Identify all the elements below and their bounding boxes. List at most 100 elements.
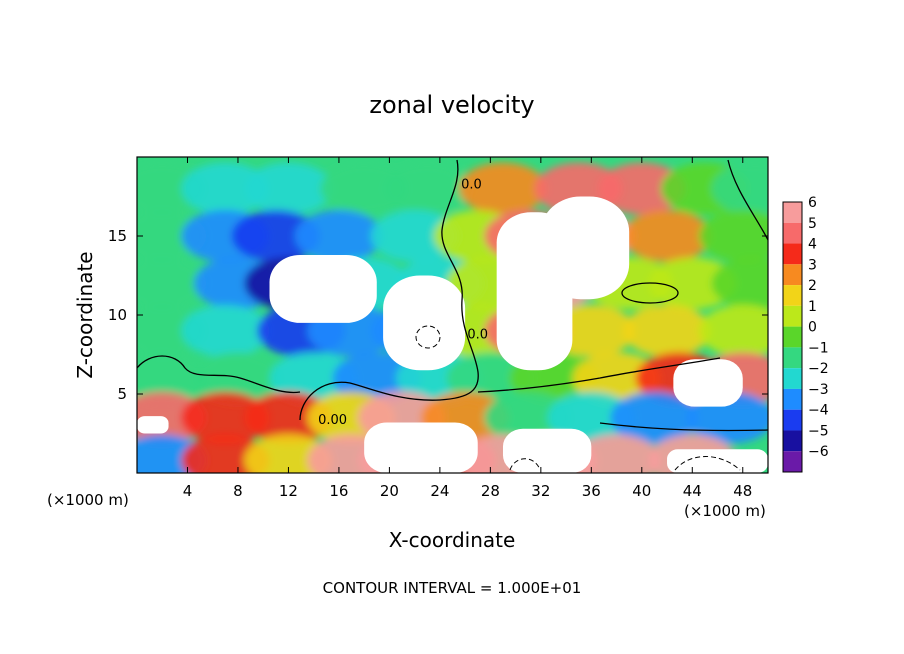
x-tick-label-12: 12 — [279, 482, 298, 500]
zero-contour-lines — [137, 159, 768, 432]
field-point-29 — [711, 257, 768, 310]
zero-contour-right — [477, 357, 721, 393]
dashed-contour-3 — [674, 456, 741, 471]
colorbar-swatch-4 — [783, 285, 802, 306]
saturated-region-4 — [673, 359, 743, 407]
x-tick-label-36: 36 — [582, 482, 601, 500]
x-axis: 4 8 12 16 20 24 28 32 36 40 44 48 — [183, 157, 752, 500]
zero-contour-low-left — [137, 355, 301, 394]
field-point-42 — [269, 352, 358, 405]
colorbar-label-9: −3 — [808, 382, 829, 398]
field-point-52 — [244, 391, 333, 444]
colorbar-swatch-9 — [783, 388, 802, 410]
saturated-region-8 — [137, 416, 169, 434]
saturated-region-3 — [540, 196, 630, 300]
x-axis-label: X-coordinate — [389, 528, 516, 552]
y-tick-label-5: 5 — [117, 385, 127, 403]
x-unit-left: (×1000 m) — [47, 491, 129, 509]
y-axis: 5 10 15 — [108, 227, 768, 403]
colorbar-swatch-1 — [783, 222, 802, 244]
plot-area: 0.00 0.0 0.0 — [137, 157, 768, 473]
saturated-region-6 — [502, 428, 592, 473]
saturated-region-0 — [269, 254, 377, 323]
colorbar-swatch-0 — [783, 202, 802, 223]
x-unit-right: (×1000 m) — [684, 502, 766, 520]
field-point-14 — [370, 210, 459, 262]
y-tick-label-15: 15 — [108, 227, 127, 245]
colorbar-label-2: 4 — [808, 237, 817, 253]
field-point-39 — [698, 304, 768, 357]
field-point-1 — [181, 162, 270, 215]
colorbar-label-10: −4 — [808, 403, 829, 419]
colorbar-swatch-3 — [783, 264, 802, 286]
x-tick-label-16: 16 — [329, 482, 348, 500]
colorbar-label-0: 6 — [808, 195, 817, 211]
saturated-region-5 — [364, 422, 478, 473]
field-point-40 — [137, 352, 207, 405]
dashed-contour-2 — [509, 458, 541, 471]
field-point-12 — [231, 210, 320, 262]
colorbar-swatch-12 — [783, 451, 802, 472]
colorbar-swatch-6 — [783, 326, 802, 348]
contour-labels: 0.00 0.0 0.0 — [318, 178, 488, 428]
x-tick-label-8: 8 — [233, 482, 243, 500]
zero-contour-far-right — [727, 159, 768, 241]
field-point-2 — [244, 162, 333, 215]
colorbar-label-6: 0 — [808, 320, 817, 336]
contour-label-1: 0.0 — [467, 328, 488, 343]
colorbar-swatch-8 — [783, 368, 802, 389]
colorbar-swatch-7 — [783, 347, 802, 369]
y-tick-label-10: 10 — [108, 306, 127, 324]
zero-contour-upper — [299, 159, 479, 421]
contour-label-2: 0.0 — [461, 178, 482, 193]
field-point-18 — [623, 210, 712, 262]
field-point-9 — [711, 162, 768, 215]
colorbar-label-3: 3 — [808, 257, 817, 273]
field-point-5 — [458, 162, 547, 215]
x-tick-label-40: 40 — [632, 482, 651, 500]
chart-title: zonal velocity — [369, 91, 534, 119]
field-point-68 — [572, 434, 661, 473]
field-point-13 — [294, 210, 383, 262]
contour-interval-note: CONTOUR INTERVAL = 1.000E+01 — [323, 579, 582, 597]
field-point-58 — [610, 391, 699, 444]
field-point-38 — [623, 304, 712, 357]
colorbar: 6 5 4 3 2 1 0 −1 −2 −3 −4 −5 −6 — [782, 195, 829, 473]
x-tick-label-32: 32 — [531, 482, 550, 500]
x-tick-label-24: 24 — [430, 482, 449, 500]
x-tick-label-28: 28 — [481, 482, 500, 500]
colorbar-label-4: 2 — [808, 278, 817, 294]
field-point-7 — [597, 162, 686, 215]
field-point-20 — [137, 257, 207, 310]
colorbar-label-5: 1 — [808, 299, 817, 315]
saturated-region-7 — [667, 449, 768, 473]
field-point-31 — [181, 304, 270, 357]
contour-label-0: 0.00 — [318, 413, 347, 428]
field-point-19 — [698, 210, 768, 262]
x-tick-label-44: 44 — [683, 482, 702, 500]
colorbar-frame — [782, 201, 803, 473]
x-tick-label-48: 48 — [733, 482, 752, 500]
zero-contour-loop — [621, 282, 679, 304]
colorbar-swatch-2 — [783, 243, 802, 265]
field-point-41 — [193, 352, 282, 405]
field-point-47 — [572, 352, 661, 405]
field-point-3 — [320, 162, 409, 215]
colorbar-label-12: −6 — [808, 444, 829, 460]
colorbar-swatch-10 — [783, 409, 802, 431]
x-tick-label-4: 4 — [183, 482, 193, 500]
colorbar-swatch-5 — [783, 305, 802, 327]
colorbar-label-1: 5 — [808, 216, 817, 232]
field-point-4 — [383, 162, 472, 215]
saturated-region-1 — [383, 275, 466, 371]
field-point-51 — [181, 391, 270, 444]
negative-contour-lines — [415, 325, 741, 471]
field-point-43 — [332, 352, 421, 405]
y-axis-label: Z-coordinate — [73, 251, 97, 378]
field-point-28 — [648, 257, 737, 310]
colorbar-swatch-11 — [783, 430, 802, 452]
x-tick-label-20: 20 — [380, 482, 399, 500]
dashed-contour-1 — [415, 325, 441, 349]
colorbar-label-8: −2 — [808, 361, 829, 377]
